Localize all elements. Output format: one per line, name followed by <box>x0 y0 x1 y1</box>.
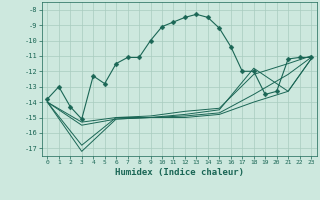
X-axis label: Humidex (Indice chaleur): Humidex (Indice chaleur) <box>115 168 244 177</box>
